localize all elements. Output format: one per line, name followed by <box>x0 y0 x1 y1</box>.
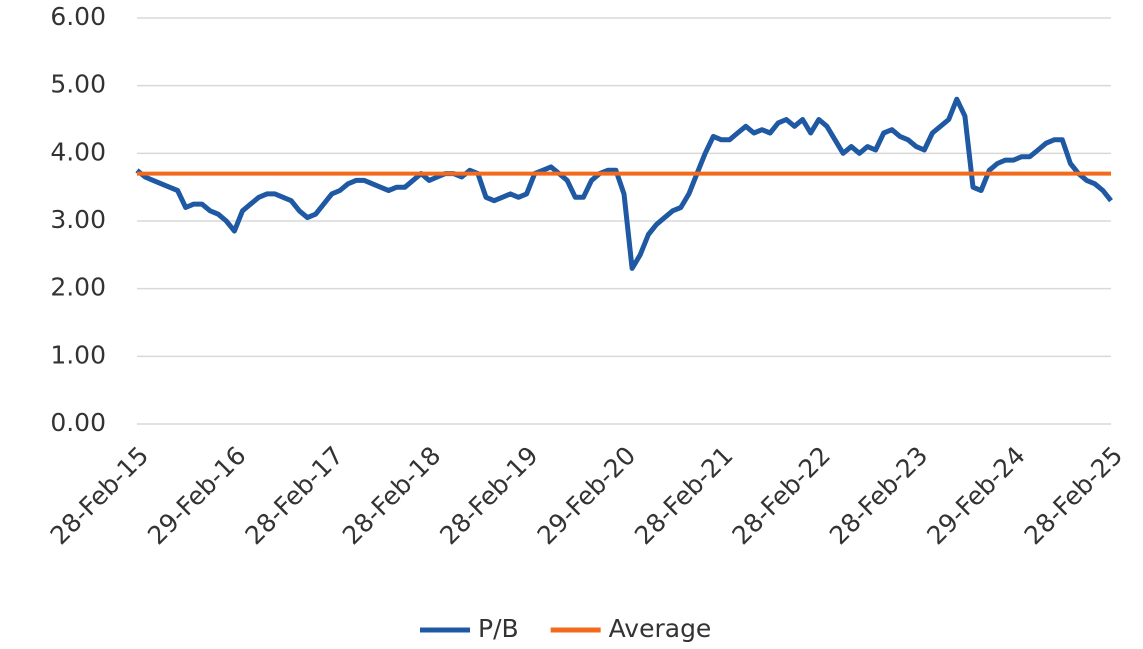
x-tick-label: 28-Feb-15 <box>45 441 155 551</box>
x-tick-label: 28-Feb-21 <box>629 441 739 551</box>
y-tick-label: 2.00 <box>50 273 106 302</box>
legend-label: Average <box>609 614 712 643</box>
x-tick-label: 28-Feb-25 <box>1019 441 1129 551</box>
y-tick-label: 6.00 <box>50 2 106 31</box>
y-tick-label: 4.00 <box>50 137 106 166</box>
x-tick-label: 28-Feb-22 <box>726 441 836 551</box>
x-tick-label: 29-Feb-24 <box>921 441 1031 551</box>
y-tick-label: 5.00 <box>50 70 106 99</box>
y-tick-label: 3.00 <box>50 205 106 234</box>
y-tick-label: 1.00 <box>50 340 106 369</box>
series-line <box>135 96 1113 271</box>
x-tick-label: 29-Feb-16 <box>142 441 252 551</box>
x-tick-label: 28-Feb-23 <box>824 441 934 551</box>
x-tick-label: 29-Feb-20 <box>532 441 642 551</box>
legend-label: P/B <box>478 614 519 643</box>
x-tick-label: 28-Feb-18 <box>337 441 447 551</box>
x-tick-label: 28-Feb-17 <box>239 441 349 551</box>
x-tick-label: 28-Feb-19 <box>434 441 544 551</box>
y-tick-label: 0.00 <box>50 408 106 437</box>
